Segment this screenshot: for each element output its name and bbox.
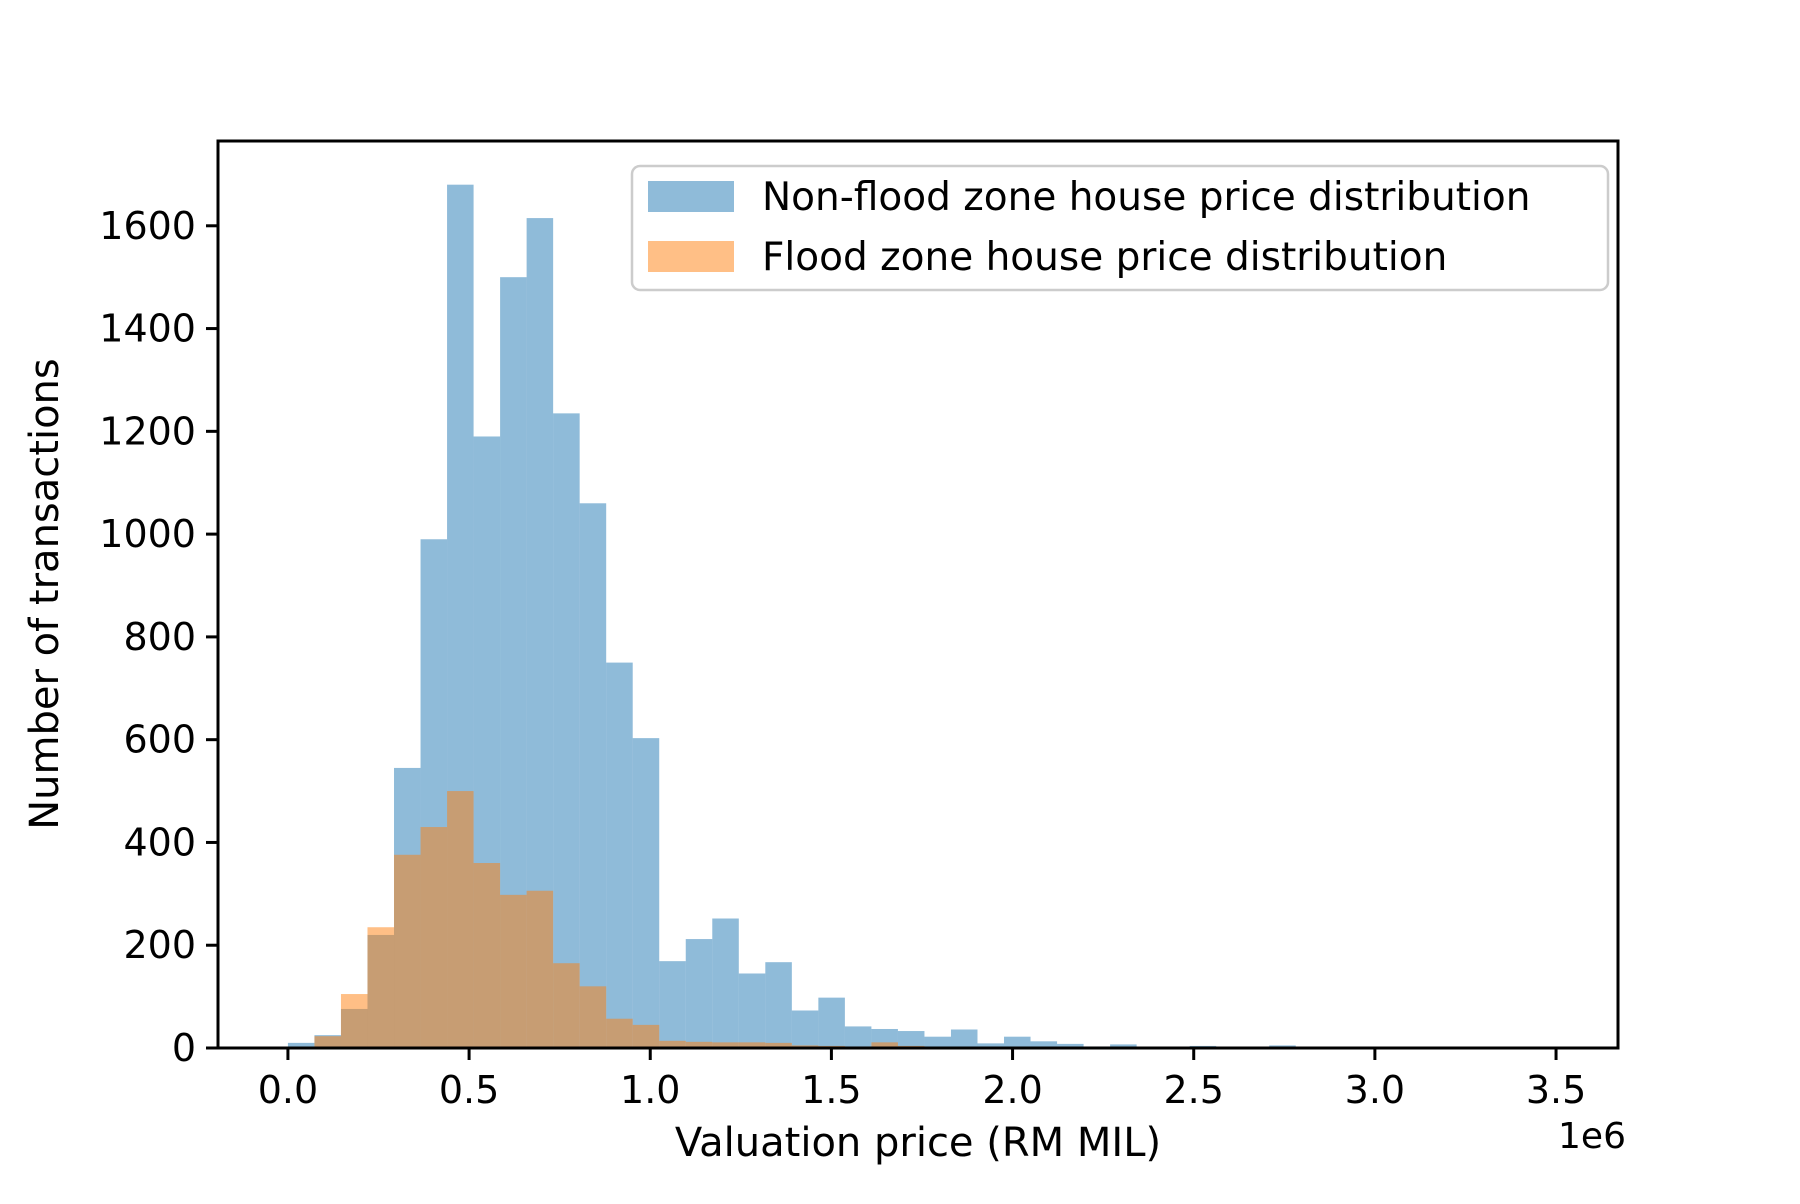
histogram-bar — [367, 927, 395, 1048]
x-tick-label: 2.0 — [982, 1068, 1042, 1112]
histogram-bar — [685, 1041, 713, 1048]
histogram-bar — [579, 503, 607, 1048]
y-tick-label: 800 — [123, 615, 196, 659]
histogram-bar — [791, 1010, 819, 1048]
x-tick-label: 3.0 — [1345, 1068, 1405, 1112]
legend-label-flood-zone: Flood zone house price distribution — [762, 235, 1447, 280]
histogram-bar — [659, 961, 686, 1048]
histogram-bar — [473, 863, 501, 1048]
x-tick-label: 0.0 — [258, 1068, 318, 1112]
histogram-bar — [314, 1036, 341, 1048]
histogram-bar — [712, 918, 739, 1048]
histogram-bar — [606, 1018, 633, 1048]
x-tick-label: 0.5 — [439, 1068, 499, 1112]
histogram-bar — [526, 890, 554, 1048]
legend-label-non-flood-zone: Non-flood zone house price distribution — [762, 175, 1530, 220]
y-axis-label: Number of transactions — [22, 358, 68, 829]
histogram-bar — [287, 1042, 315, 1048]
y-tick-label: 1000 — [99, 512, 196, 556]
axes-layer — [216, 139, 1620, 1050]
axes-spines — [216, 139, 1620, 1050]
histogram-bar — [606, 662, 633, 1048]
histogram-bar — [632, 738, 660, 1048]
histogram-bar — [500, 894, 527, 1048]
histogram-bar — [738, 973, 766, 1048]
histogram-bar — [340, 994, 368, 1048]
histogram-bar — [394, 854, 421, 1048]
histogram-bar — [738, 1042, 766, 1048]
y-tick-label: 1600 — [99, 204, 196, 248]
histogram-bar — [1110, 1044, 1137, 1048]
y-tick-label: 1200 — [99, 409, 196, 453]
histogram-bar — [659, 1040, 686, 1048]
legend-box — [630, 164, 1610, 292]
histogram-bar — [765, 1042, 792, 1048]
histogram-bar — [553, 963, 580, 1048]
histogram-bar — [1030, 1041, 1058, 1048]
histogram-bar — [712, 1042, 739, 1048]
histogram-bar — [844, 1026, 872, 1048]
histogram-bar — [1057, 1043, 1084, 1048]
histogram-bar — [632, 1024, 660, 1048]
histogram-bar — [950, 1029, 978, 1048]
histogram-bar — [818, 997, 845, 1048]
histogram-bar — [447, 791, 474, 1048]
histogram-bar — [579, 986, 607, 1048]
legend: Non-flood zone house price distribution … — [630, 164, 1610, 292]
y-tick-label: 600 — [123, 718, 196, 762]
histogram-bar — [765, 962, 792, 1048]
histogram-bar — [897, 1031, 925, 1048]
legend-swatch-non-flood-zone — [648, 181, 734, 212]
histogram-bar — [420, 827, 448, 1048]
y-tick-label: 200 — [123, 923, 196, 967]
legend-swatch-flood-zone — [648, 241, 734, 272]
bars-layer — [287, 184, 1615, 1049]
x-tick-label: 1.5 — [801, 1068, 861, 1112]
ticks-layer: 0.0 0.5 1.0 1.5 2.0 2.5 3.0 3.5 0 200 400 600 800 100… — [99, 204, 1586, 1112]
histogram-bar — [924, 1036, 951, 1048]
x-tick-label: 3.5 — [1526, 1068, 1586, 1112]
histogram-bar — [977, 1043, 1005, 1048]
x-tick-label: 2.5 — [1164, 1068, 1224, 1112]
histogram-bar — [871, 1042, 898, 1048]
histogram-bar — [685, 939, 713, 1048]
x-tick-label: 1.0 — [620, 1068, 680, 1112]
x-axis-label: Valuation price (RM MIL) — [675, 1120, 1161, 1166]
x-axis-offset-label: 1e6 — [1558, 1116, 1626, 1157]
flood-zone-bars — [314, 791, 925, 1048]
y-tick-label: 400 — [123, 820, 196, 864]
y-tick-label: 1400 — [99, 307, 196, 351]
y-tick-label: 0 — [172, 1026, 196, 1070]
histogram-bar — [1004, 1036, 1031, 1048]
histogram-bar — [553, 413, 580, 1048]
